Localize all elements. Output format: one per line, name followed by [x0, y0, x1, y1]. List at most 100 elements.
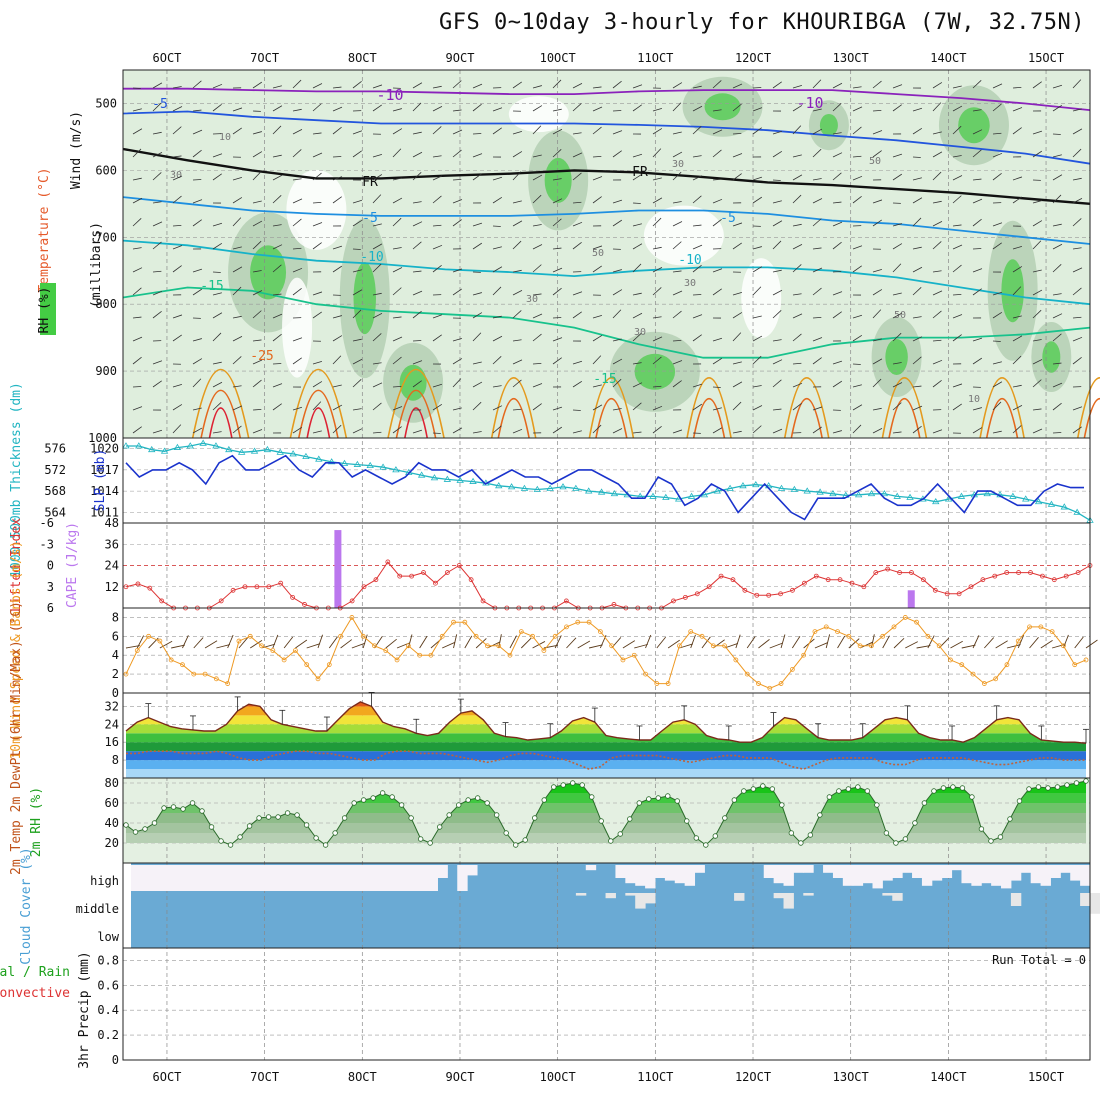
wind-speed-point [473, 633, 479, 639]
date-label-top: 6OCT [153, 51, 182, 65]
surface-wind-barb [272, 634, 279, 649]
temp-tick-label: 8 [112, 753, 119, 767]
thickness-point [893, 492, 901, 499]
wind-barb [512, 359, 523, 365]
wind-barb [172, 106, 183, 112]
wind-barb [372, 104, 382, 112]
wind-barb [232, 336, 243, 342]
rh2m-point [931, 788, 937, 794]
wind-barb [972, 288, 982, 296]
wind-barb [332, 384, 342, 388]
wind-speed-point [857, 643, 863, 649]
wind-barb [912, 156, 921, 158]
wind-barb [632, 362, 642, 365]
wind-barb [672, 429, 683, 434]
rh2m-point [817, 812, 823, 818]
wind-barb [792, 403, 802, 411]
wind-barb [232, 246, 242, 250]
high-cloud-clear [645, 865, 656, 889]
wind-barb [272, 244, 283, 250]
wind-barb [1052, 84, 1063, 89]
wind-barb [872, 219, 882, 227]
wind-barb [312, 222, 323, 227]
wind-speed-point [1072, 662, 1078, 668]
wind-barb [432, 403, 443, 411]
rh2m-point [151, 820, 158, 826]
li-tick-label: 6 [47, 601, 54, 615]
wind-barb [232, 197, 243, 204]
wind-barb [272, 224, 282, 227]
high-cloud-clear [170, 865, 181, 891]
wind-barb [572, 103, 582, 112]
wind-barb [252, 290, 263, 296]
wind-barb [212, 83, 223, 89]
rh2m-point [874, 802, 880, 808]
wind-barb [172, 126, 182, 135]
wind-barb [332, 355, 342, 365]
wind-barb [252, 81, 263, 89]
wind-barb [292, 108, 302, 112]
rh-moist-core [353, 262, 376, 335]
surface-wind-barb [520, 637, 532, 649]
cloud-level-label: low [97, 930, 119, 944]
wind-barb [532, 224, 542, 227]
wind-barb [212, 242, 223, 250]
middle-cloud-clear [605, 893, 616, 899]
ylabel-cape: CAPE (J/kg) [65, 522, 80, 608]
wind-barb [412, 151, 423, 158]
wind-barb [132, 247, 142, 250]
wind-barb [632, 431, 642, 434]
wind-barb [652, 267, 663, 273]
wind-barb [792, 125, 802, 135]
wind-barb [252, 408, 262, 411]
surface-wind-barb [791, 636, 801, 649]
lifted-index-point [159, 598, 165, 604]
isotherm-m10 [123, 87, 1091, 111]
surface-wind-barb [159, 640, 173, 649]
wind-barb [212, 271, 221, 273]
wind-barb [952, 334, 962, 342]
rh2m-point [579, 782, 585, 788]
surface-wind-barb [261, 643, 276, 649]
wind-barb [392, 148, 402, 158]
wind-barb [1072, 148, 1082, 158]
middle-cloud-clear [635, 893, 646, 909]
thickness-tick-label: 576 [44, 442, 66, 456]
wind-barb [692, 244, 703, 250]
wind-speed-point [157, 638, 163, 644]
wind-barb [1032, 408, 1042, 411]
wind-barb [1052, 313, 1063, 319]
wind-barb [752, 405, 763, 411]
isotherm-label: FR [632, 165, 648, 180]
rh2m-point [855, 784, 861, 790]
wind-barb [312, 103, 322, 112]
wind-barb [332, 424, 342, 434]
wind-barb [812, 426, 822, 434]
isotherm-label: -10 [796, 94, 823, 112]
wind-barb [1052, 104, 1063, 112]
warm-isotherm-30 [208, 407, 233, 439]
rh2m-point [1054, 784, 1061, 790]
wind-barb [512, 428, 523, 434]
wind-barb [692, 264, 702, 273]
wind-barb [132, 218, 142, 227]
wind-barb [172, 314, 183, 319]
wind-barb [692, 126, 702, 135]
wind-speed-point [485, 643, 490, 649]
rh2m-point [779, 802, 785, 808]
wind-speed-point [123, 671, 129, 677]
wind-barb [1032, 200, 1042, 204]
rh-contour-label: 50 [869, 156, 881, 167]
high-cloud-clear [457, 865, 468, 891]
wind-speed-point [688, 629, 694, 635]
wind-barb [812, 198, 823, 204]
isotherm-label: -15 [593, 372, 616, 387]
wind-barb [872, 378, 882, 388]
precip-tick-label: 0 [112, 1053, 119, 1067]
wind-barb [512, 240, 522, 250]
thickness-point [353, 460, 362, 467]
panel-frame-precip [122, 947, 1091, 1061]
warm-isotherm-30 [404, 407, 429, 439]
thickness-point [1009, 492, 1017, 499]
wind-barb [1012, 196, 1022, 204]
